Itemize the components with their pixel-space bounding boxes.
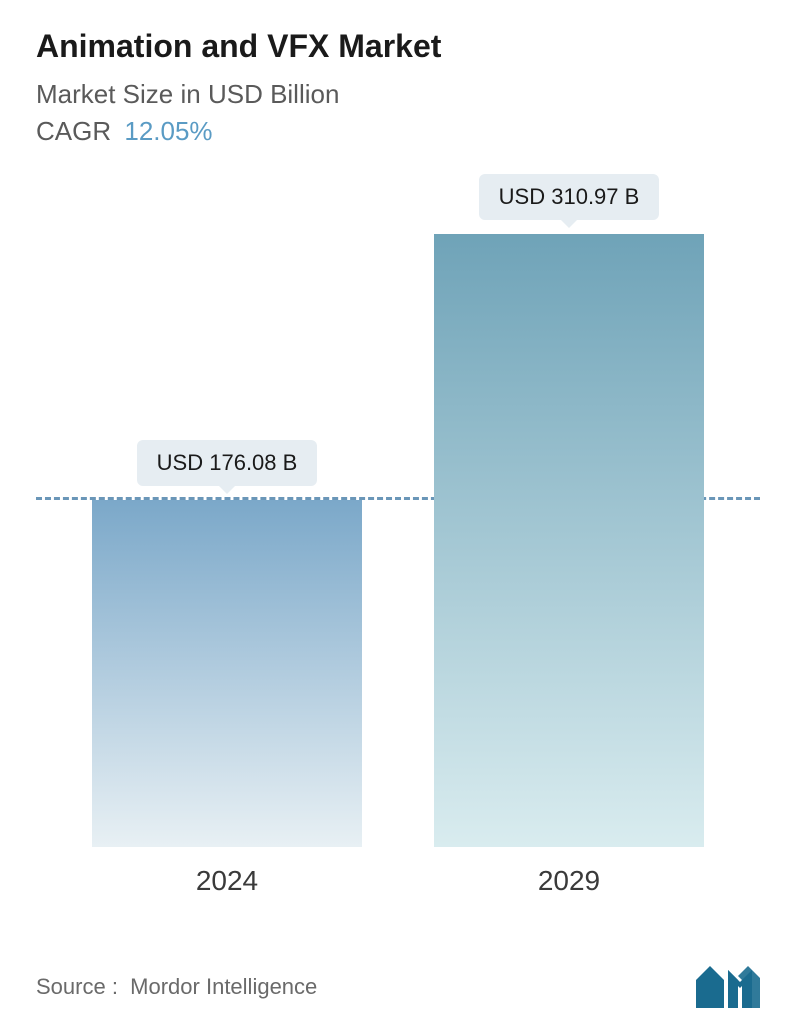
cagr-value: 12.05% bbox=[124, 116, 212, 146]
chart-footer: Source : Mordor Intelligence bbox=[36, 966, 760, 1008]
source-name: Mordor Intelligence bbox=[130, 974, 317, 999]
chart-title: Animation and VFX Market bbox=[36, 28, 760, 65]
bars-group: USD 176.08 B USD 310.97 B bbox=[36, 177, 760, 847]
bar-value-label: USD 310.97 B bbox=[479, 174, 660, 220]
x-axis-labels: 2024 2029 bbox=[36, 865, 760, 897]
chart-container: Animation and VFX Market Market Size in … bbox=[0, 0, 796, 1034]
bar-value-label: USD 176.08 B bbox=[137, 440, 318, 486]
bar bbox=[92, 500, 362, 847]
cagr-line: CAGR 12.05% bbox=[36, 116, 760, 147]
bar bbox=[434, 234, 704, 847]
chart-area: USD 176.08 B USD 310.97 B 2024 2029 bbox=[36, 177, 760, 897]
cagr-label: CAGR bbox=[36, 116, 111, 146]
x-axis-label: 2024 bbox=[92, 865, 362, 897]
brand-logo bbox=[696, 966, 760, 1008]
source-text: Source : Mordor Intelligence bbox=[36, 974, 317, 1000]
bar-group-2024: USD 176.08 B bbox=[92, 440, 362, 847]
bar-group-2029: USD 310.97 B bbox=[434, 174, 704, 847]
chart-subtitle: Market Size in USD Billion bbox=[36, 79, 760, 110]
x-axis-label: 2029 bbox=[434, 865, 704, 897]
source-label: Source : bbox=[36, 974, 118, 999]
